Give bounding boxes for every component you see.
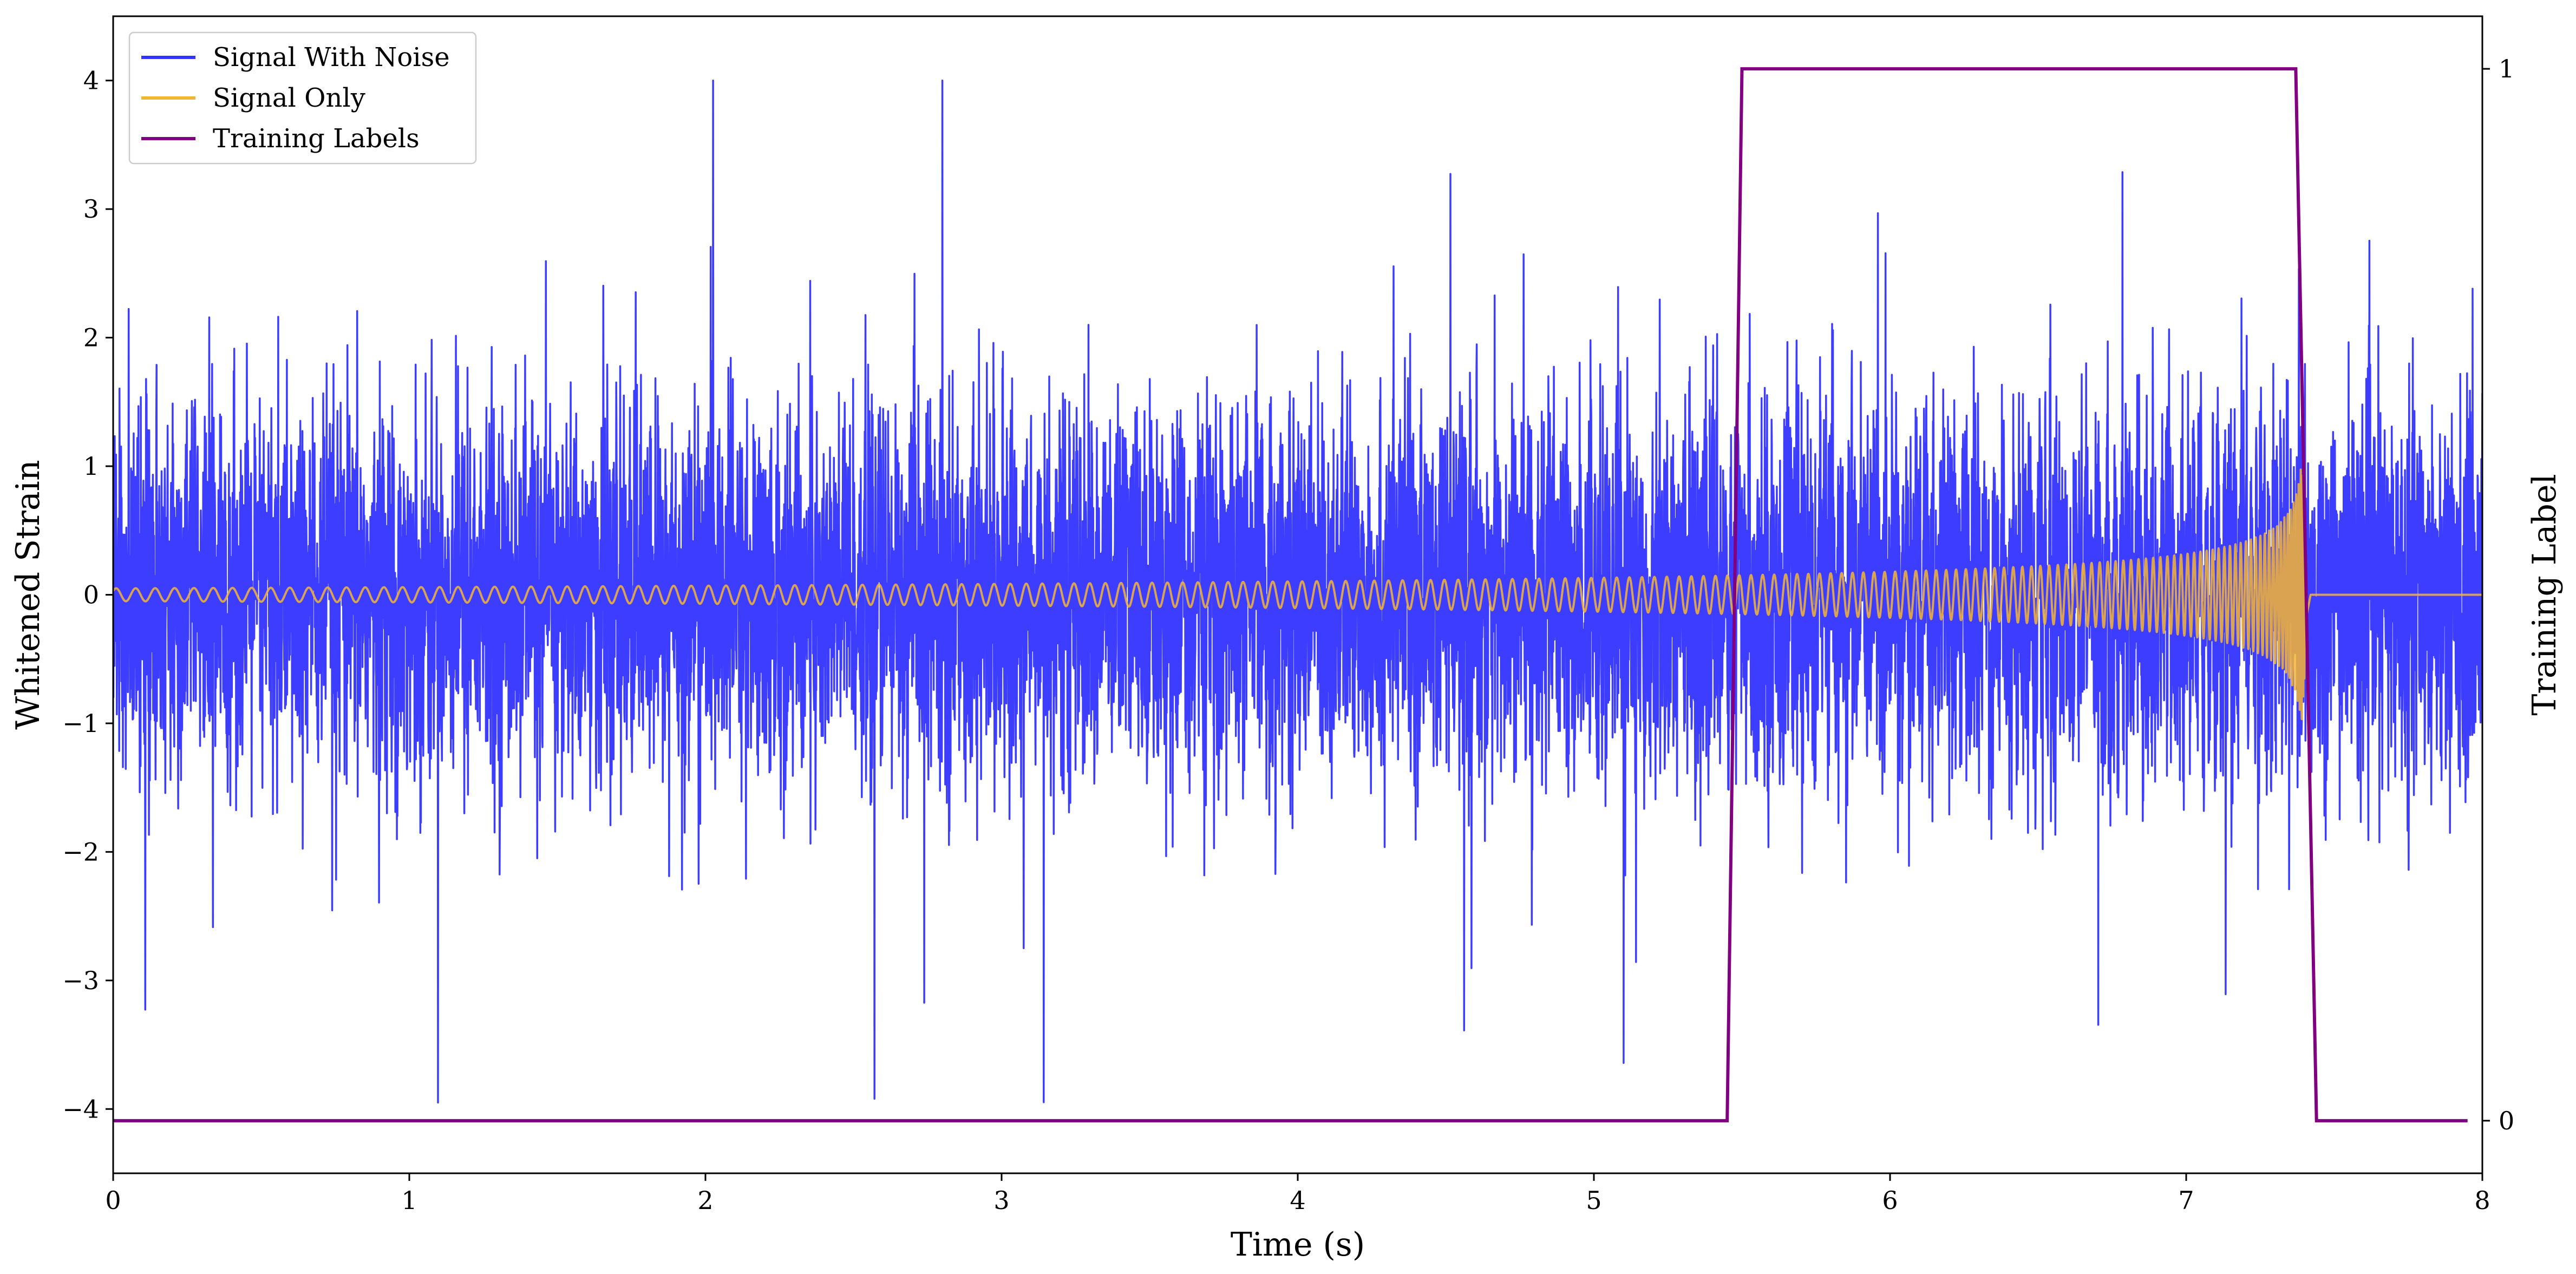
x-tick-label: 1 [401,1186,417,1215]
x-tick-label: 6 [1882,1186,1898,1215]
legend-entry-training-labels: Training Labels [213,123,420,154]
x-axis: 0 1 2 3 4 5 6 7 8 [105,1173,2490,1215]
y-axis-right: 01 [2482,54,2514,1135]
x-axis-label: Time (s) [1231,1226,1365,1264]
y-axis-left: −4 −3 −2 −1 0 1 2 3 4 [62,66,113,1123]
legend-box [128,31,477,165]
x-tick-label: 7 [2178,1186,2194,1215]
legend-entry-signal-with-noise: Signal With Noise [213,42,450,73]
y-axis-label: Whitened Strain [9,460,47,729]
legend-entry-signal-only: Signal Only [213,83,365,113]
y2-axis-label: Training Label [2526,474,2564,715]
y-tick-label: 4 [83,66,99,95]
x-tick-label: 4 [1290,1186,1305,1215]
y-tick-label: 1 [83,452,99,481]
y-tick-label: −4 [62,1094,99,1123]
x-tick-label: 2 [697,1186,713,1215]
legend: Signal With Noise Signal Only Training L… [128,31,477,165]
series-training-labels [113,67,2468,1122]
x-tick-label: 8 [2474,1186,2490,1215]
y-tick-label: −1 [62,709,99,738]
x-tick-label: 3 [993,1186,1009,1215]
series-signal-only [113,468,2482,721]
y-tick-label: −3 [62,966,99,995]
y-tick-label: −2 [62,837,99,866]
y-tick-label: 0 [83,580,99,610]
y-tick-label: 2 [83,323,99,352]
y2-tick-label: 0 [2499,1106,2514,1135]
y2-tick-label: 1 [2499,54,2514,83]
x-tick-label: 0 [105,1186,121,1215]
series-signal-with-noise [113,79,2482,1104]
x-tick-label: 5 [1586,1186,1601,1215]
y-tick-label: 3 [83,194,99,224]
series-layer [113,67,2482,1122]
